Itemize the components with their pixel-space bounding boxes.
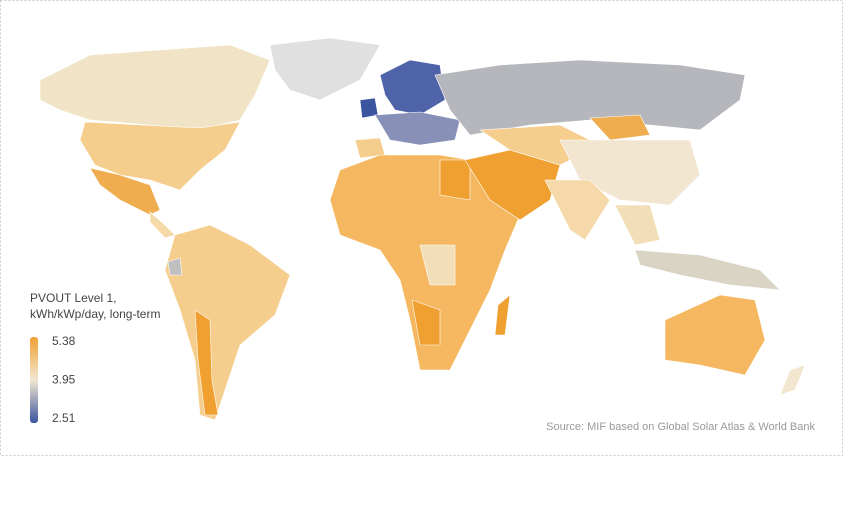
legend-tick-label: 5.38 [52,334,76,348]
central-europe [374,111,461,146]
usa [79,121,241,191]
southeast-asia [614,204,661,246]
mongolia [589,114,651,141]
legend: PVOUT Level 1, kWh/kWp/day, long-term [30,291,160,423]
madagascar [494,294,511,336]
south-america [164,224,291,421]
russia [434,59,746,136]
legend-tick-label: 3.95 [52,373,76,387]
scandinavia [379,59,446,116]
egypt [439,159,471,201]
canada [39,44,271,131]
indonesia [634,249,781,291]
namibia [411,299,441,346]
new-zealand [779,364,806,396]
world-map [39,37,806,421]
chile [194,309,219,416]
central-america [149,211,176,239]
source-note: Source: MIF based on Global Solar Atlas … [546,421,815,433]
congo [419,244,456,286]
australia [664,294,766,376]
india [544,179,611,241]
legend-title: PVOUT Level 1, [30,291,116,305]
legend-subtitle: kWh/kWp/day, long-term [30,307,160,321]
mexico [89,167,161,216]
greenland [269,37,381,101]
ecuador [167,257,183,276]
legend-tick-label: 2.51 [52,411,76,425]
legend-colorbar [30,337,38,423]
